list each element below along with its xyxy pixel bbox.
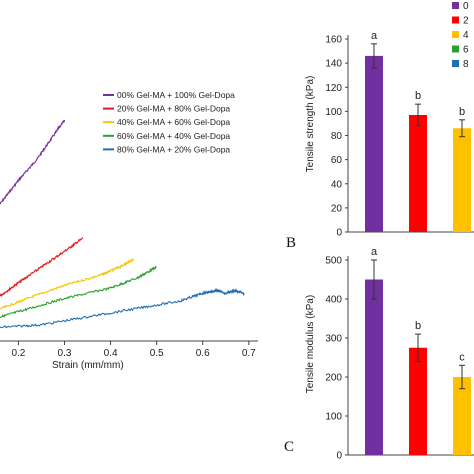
y-tick-label: 20	[331, 203, 343, 214]
significance-letter: a	[371, 30, 378, 42]
y-tick-label: 120	[325, 83, 342, 94]
y-tick-label: 140	[325, 59, 342, 70]
legend-label: 60% Gel-MA + 40% Gel-Dopa	[117, 131, 230, 141]
y-tick-label: 0	[336, 451, 342, 462]
x-axis-label: Strain (mm/mm)	[52, 360, 124, 371]
y-tick-label: 400	[325, 295, 342, 306]
legend-label: 20% Gel-MA + 80% Gel-Dopa	[117, 104, 230, 114]
bar	[365, 55, 383, 233]
y-tick-label: 160	[325, 35, 342, 46]
panel-label-c: C	[284, 439, 294, 455]
significance-letter: b	[415, 320, 421, 332]
bar	[453, 377, 471, 455]
bars-modulus: 0 100 200 300 400 500 a b c	[325, 246, 474, 462]
curve-series-1	[0, 236, 84, 298]
y-tick-label: 40	[331, 179, 343, 190]
x-tick-label: 0.3	[58, 348, 72, 359]
x-ticks: 0.2 0.3 0.4 0.5 0.6 0.7	[11, 341, 256, 359]
right-legend: 0 2 4 6 8	[452, 1, 469, 70]
legend-label: 00% Gel-MA + 100% Gel-Dopa	[117, 90, 235, 100]
tensile-strength-chart: B Tensile strength (kPa) 0 20 40 60 80 100 120…	[286, 30, 474, 251]
y-tick-label: 100	[325, 412, 342, 423]
curve-series-3	[0, 265, 157, 319]
significance-letter: c	[459, 351, 465, 363]
x-tick-label: 0.6	[196, 348, 210, 359]
x-tick-label: 0.5	[150, 348, 164, 359]
x-tick-label: 0.2	[11, 348, 25, 359]
bar	[365, 279, 383, 455]
y-axis-label-modulus: Tensile modulus (kPa)	[305, 295, 316, 393]
y-tick-label: 60	[331, 155, 343, 166]
legend-label: 2	[463, 16, 469, 27]
curve-series-4	[0, 287, 245, 329]
bars-strength: 0 20 40 60 80 100 120 140 160 a b b	[325, 30, 474, 239]
x-tick-label: 0.4	[104, 348, 118, 359]
legend-swatch	[452, 45, 459, 53]
y-axis-label-strength: Tensile strength (kPa)	[305, 76, 316, 173]
x-tick-label: 0.7	[242, 348, 256, 359]
y-tick-label: 500	[325, 256, 342, 267]
y-tick-label: 200	[325, 373, 342, 384]
panel-label-b: B	[286, 235, 296, 251]
legend-swatch	[452, 31, 459, 38]
bar	[409, 347, 427, 455]
legend-label: 8	[463, 59, 469, 70]
legend: 00% Gel-MA + 100% Gel-Dopa 20% Gel-MA + 8…	[103, 90, 235, 154]
legend-label: 80% Gel-MA + 20% Gel-Dopa	[117, 144, 230, 154]
bar	[409, 114, 427, 232]
significance-letter: b	[459, 106, 465, 118]
stress-strain-chart: 0.2 0.3 0.4 0.5 0.6 0.7 Strain (mm/mm) 00% Ge…	[0, 90, 258, 371]
significance-letter: b	[415, 90, 421, 102]
y-tick-label: 80	[331, 131, 343, 142]
curves	[0, 119, 245, 329]
legend-swatch	[452, 2, 459, 9]
y-tick-label: 300	[325, 334, 342, 345]
legend-label: 4	[463, 30, 469, 41]
legend-label: 6	[463, 45, 469, 56]
legend-label: 40% Gel-MA + 60% Gel-Dopa	[117, 117, 230, 127]
curve-series-0	[0, 119, 66, 205]
y-tick-label: 0	[336, 228, 342, 239]
y-tick-label: 100	[325, 107, 342, 118]
legend-label: 0	[463, 1, 469, 12]
legend-swatch	[452, 60, 459, 67]
tensile-modulus-chart: C Tensile modulus (kPa) 0 100 200 300 400 500…	[284, 246, 474, 462]
bar	[453, 128, 471, 232]
curve-series-2	[0, 257, 135, 310]
legend-swatch	[452, 16, 459, 24]
significance-letter: a	[371, 246, 378, 258]
